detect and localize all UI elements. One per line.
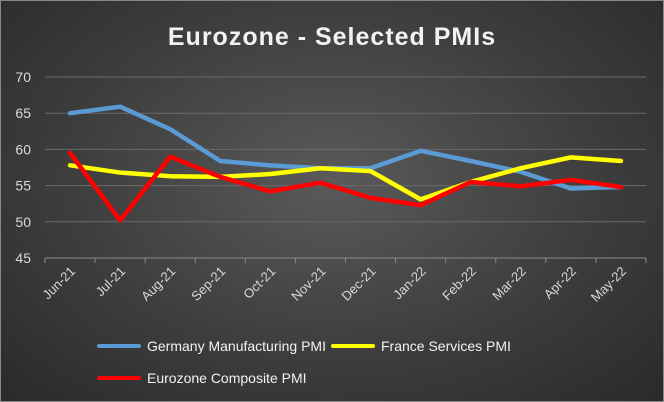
legend-swatch-germany — [97, 344, 141, 348]
y-tick-label: 70 — [15, 69, 31, 85]
x-tick-label: Feb-22 — [439, 264, 479, 304]
x-tick-label: Oct-21 — [240, 264, 278, 302]
x-tick-label: Aug-21 — [138, 264, 178, 304]
series-line-1 — [67, 155, 624, 202]
x-tick-label: Jul-21 — [93, 264, 129, 300]
legend-item-eurozone: Eurozone Composite PMI — [97, 370, 307, 386]
y-tick-label: 55 — [15, 178, 31, 194]
y-tick-label: 50 — [15, 214, 31, 230]
x-tick-label: Dec-21 — [338, 264, 378, 304]
legend-swatch-eurozone — [97, 376, 141, 380]
legend-item-france: France Services PMI — [331, 338, 511, 354]
y-tick-label: 65 — [15, 105, 31, 121]
y-tick-label: 45 — [15, 250, 31, 266]
legend-item-germany: Germany Manufacturing PMI — [97, 338, 326, 354]
y-tick-label: 60 — [15, 141, 31, 157]
plot-area: 45 50 55 60 65 70 Jun-21 Jul-21 Aug-21 Sep-21 Oct-… — [15, 69, 647, 305]
legend-label: Eurozone Composite PMI — [147, 370, 307, 386]
x-tick-label: Sep-21 — [188, 264, 228, 304]
legend-label: France Services PMI — [381, 338, 511, 354]
legend-swatch-france — [331, 344, 375, 348]
series-line-2 — [67, 150, 624, 223]
x-tick-label: Mar-22 — [489, 264, 529, 304]
x-tick-label: Nov-21 — [288, 264, 328, 304]
x-tick-label: Apr-22 — [541, 264, 579, 302]
x-tick-label: May-22 — [588, 264, 629, 305]
chart-title: Eurozone - Selected PMIs — [167, 23, 497, 51]
x-tick-label: Jan-22 — [390, 264, 429, 303]
x-tick-label: Jun-21 — [39, 264, 78, 303]
legend-label: Germany Manufacturing PMI — [147, 338, 326, 354]
